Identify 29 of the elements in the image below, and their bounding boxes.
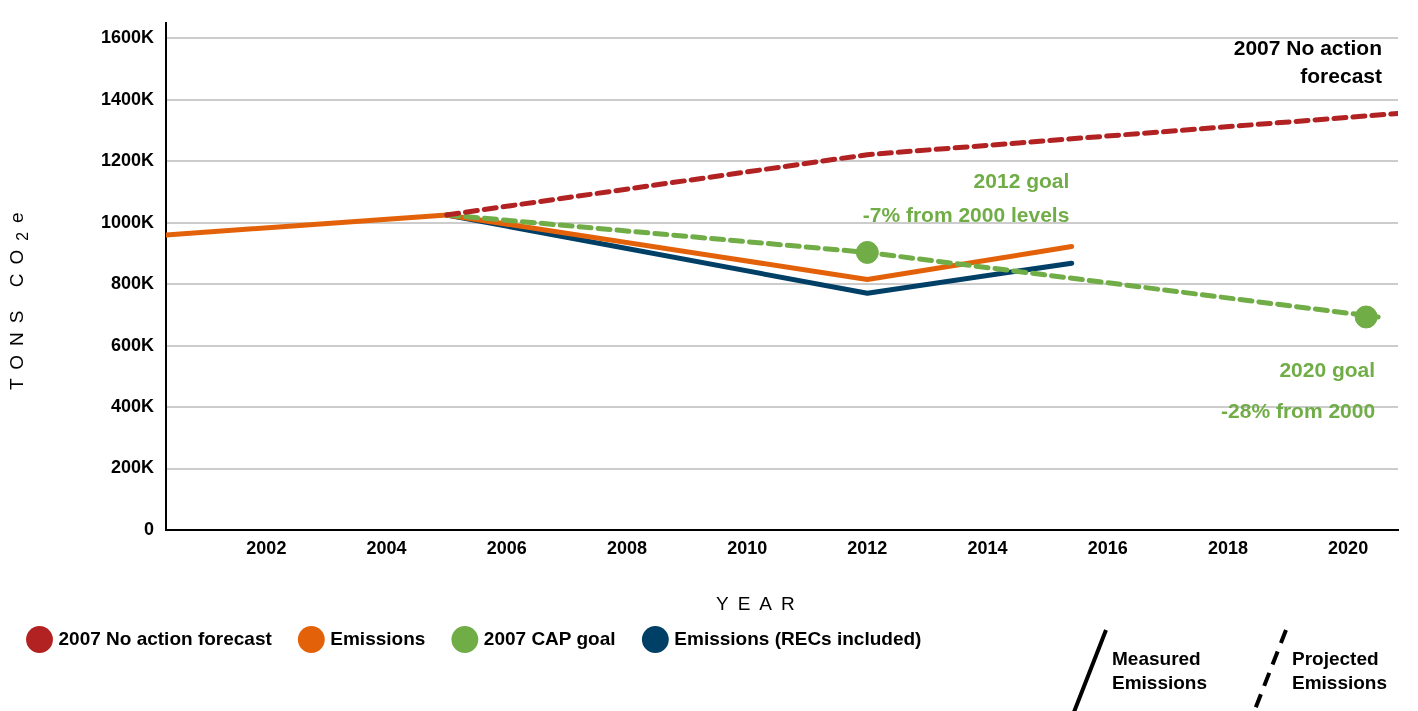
legend-label: 2007 CAP goal [483,627,616,649]
x-axis-title: YEAR [716,593,804,615]
text: Measured Emissions [1112,647,1209,695]
y-tick-label: 1600K [100,27,154,48]
x-tick-label: 2004 [366,537,407,558]
text: Projected Emissions [1292,647,1389,695]
x-tick-label: 2006 [486,537,527,558]
legend-label: Emissions [330,627,426,649]
y-tick-label: 1400K [100,88,154,109]
x-tick-label: 2002 [246,537,287,558]
legend-label: 2007 No action forecast [58,627,273,649]
x-tick-label: 2016 [1087,537,1128,558]
y-tick-label: 1200K [100,150,154,171]
x-tick-label: 2008 [606,537,647,558]
y-tick-label: 0 [143,518,154,539]
x-tick-label: 2014 [967,537,1008,558]
annotation: 2007 No action forecast [1233,35,1382,89]
y-tick-label: 1000K [100,211,154,232]
y-tick-label: 200K [110,457,154,478]
x-tick-label: 2012 [847,537,888,558]
legend-label: Emissions (RECs included) [674,627,922,649]
annotation: 2020 goal -28% from 2000 [1221,357,1376,422]
y-tick-label: 600K [110,334,154,355]
y-tick-label: 800K [110,273,154,294]
x-tick-label: 2020 [1328,537,1369,558]
y-tick-label: 400K [110,396,154,417]
x-tick-label: 2010 [727,537,768,558]
x-tick-label: 2018 [1207,537,1248,558]
annotation: 2012 goal -7% from 2000 levels [862,169,1070,227]
